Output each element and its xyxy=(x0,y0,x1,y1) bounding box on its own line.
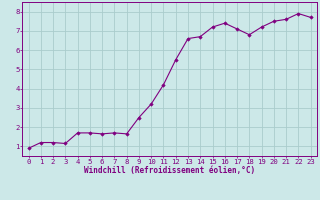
X-axis label: Windchill (Refroidissement éolien,°C): Windchill (Refroidissement éolien,°C) xyxy=(84,166,255,175)
